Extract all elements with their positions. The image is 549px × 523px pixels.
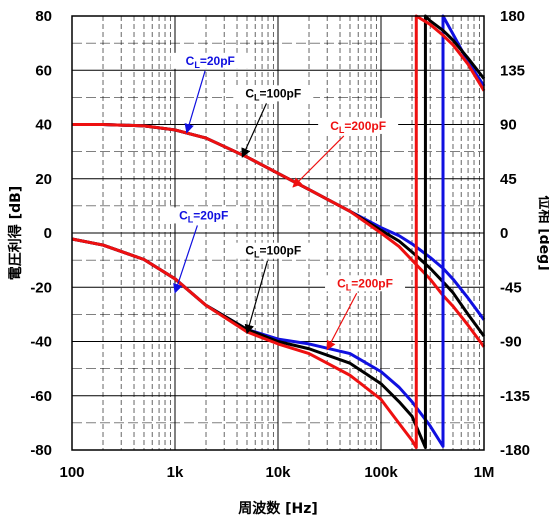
y-tick-label-right: 135 [500, 62, 525, 79]
annotation-label: CL=20pF [179, 208, 228, 224]
annotation-label: CL=200pF [337, 276, 393, 292]
annotation-arrow [244, 260, 269, 335]
y-tick-label-left: -60 [30, 388, 52, 405]
y-tick-label-right: -90 [500, 334, 522, 351]
annotation-label: CL=100pF [245, 244, 301, 260]
annotation-label: CL=100pF [245, 86, 301, 102]
tick-labels: 100 1k 10k 100k 1M 80 60 40 20 0 -20 -40 -60 -80 180 13… [30, 8, 530, 481]
annotation-arrow [292, 135, 345, 188]
y-tick-label-left: 80 [35, 8, 52, 25]
x-tick-label: 100k [364, 464, 398, 481]
plot-frame [71, 15, 485, 451]
series-group [71, 14, 486, 450]
y-tick-label-right: -135 [500, 388, 530, 405]
series-line-3 [72, 123, 486, 348]
annotation-bg [233, 242, 314, 259]
y-tick-label-right: 90 [500, 117, 517, 134]
x-tick-label: 10k [265, 464, 291, 481]
series-line-6 [71, 14, 486, 450]
grid [71, 15, 484, 451]
y-axis-label-right: 位相 [deg] [536, 195, 549, 270]
annotation-label: CL=200pF [330, 119, 386, 135]
annotation-label: CL=20pF [186, 54, 235, 70]
y-tick-label-left: -40 [30, 334, 52, 351]
y-tick-label-right: -45 [500, 279, 522, 296]
annotation-arrow [184, 70, 206, 134]
y-axis-label-left: 電圧利得 [dB] [7, 186, 24, 280]
annotations: CL=20pF CL=100pF CL=200pF CL=20pF CL=100pF CL… [163, 52, 406, 351]
y-tick-label-left: -20 [30, 279, 52, 296]
annotation-bg [170, 52, 251, 69]
annotation-bg [325, 275, 406, 292]
annotation-arrow [326, 292, 358, 351]
annotation-bg [318, 117, 399, 134]
y-tick-label-left: 40 [35, 117, 52, 134]
y-tick-label-right: 0 [500, 225, 508, 242]
y-tick-label-right: -180 [500, 442, 530, 459]
x-axis-label: 周波数 [Hz] [238, 500, 318, 517]
x-tick-label: 1M [474, 464, 495, 481]
y-tick-label-left: 60 [35, 62, 52, 79]
x-tick-label: 1k [167, 464, 184, 481]
y-tick-label-right: 45 [500, 171, 517, 188]
annotation-bg [163, 207, 244, 224]
x-tick-label: 100 [59, 464, 84, 481]
annotation-bg [233, 85, 314, 102]
annotation-arrow [241, 103, 268, 158]
y-tick-label-left: -80 [30, 442, 52, 459]
annotation-arrow [173, 225, 198, 294]
y-tick-label-right: 180 [500, 8, 525, 25]
y-tick-label-left: 20 [35, 171, 52, 188]
y-tick-label-left: 0 [44, 225, 52, 242]
